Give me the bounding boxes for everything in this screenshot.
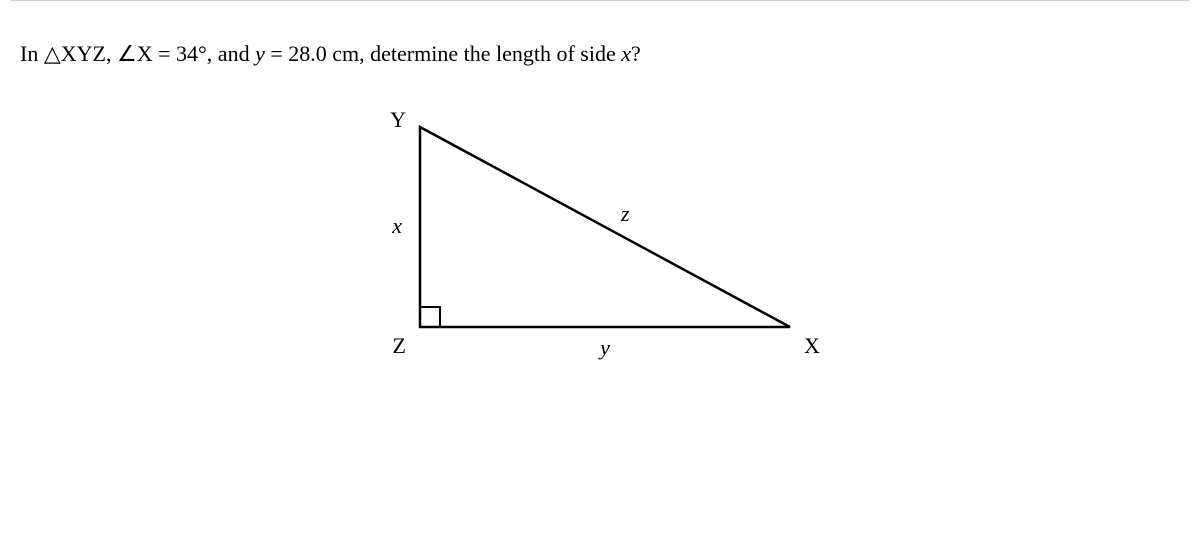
side-label-z: z <box>620 201 630 226</box>
triangle-symbol: △ <box>44 41 61 66</box>
triangle-name: XYZ <box>61 41 106 66</box>
eq1: = 34°, and <box>153 41 255 66</box>
vertex-label-Y: Y <box>390 107 406 132</box>
vertex-label-X: X <box>804 333 820 358</box>
triangle-svg: Y Z Xx y z <box>340 97 860 397</box>
var-x: x <box>621 41 631 66</box>
figure-container: Y Z Xx y z <box>0 87 1200 402</box>
text-prefix: In <box>20 41 44 66</box>
angle-name: X <box>137 41 153 66</box>
triangle-outline <box>420 127 790 327</box>
vertex-label-Z: Z <box>393 333 406 358</box>
angle-symbol: ∠ <box>117 41 137 66</box>
triangle-figure: Y Z Xx y z <box>340 97 860 402</box>
side-label-y: y <box>598 335 610 360</box>
eq2: = 28.0 cm, determine the length of side <box>265 41 621 66</box>
question-text: In △XYZ, ∠X = 34°, and y = 28.0 cm, dete… <box>0 1 1200 87</box>
comma1: , <box>106 41 117 66</box>
qmark: ? <box>631 41 641 66</box>
right-angle-marker <box>420 307 440 327</box>
var-y: y <box>255 41 265 66</box>
side-label-x: x <box>391 213 402 238</box>
